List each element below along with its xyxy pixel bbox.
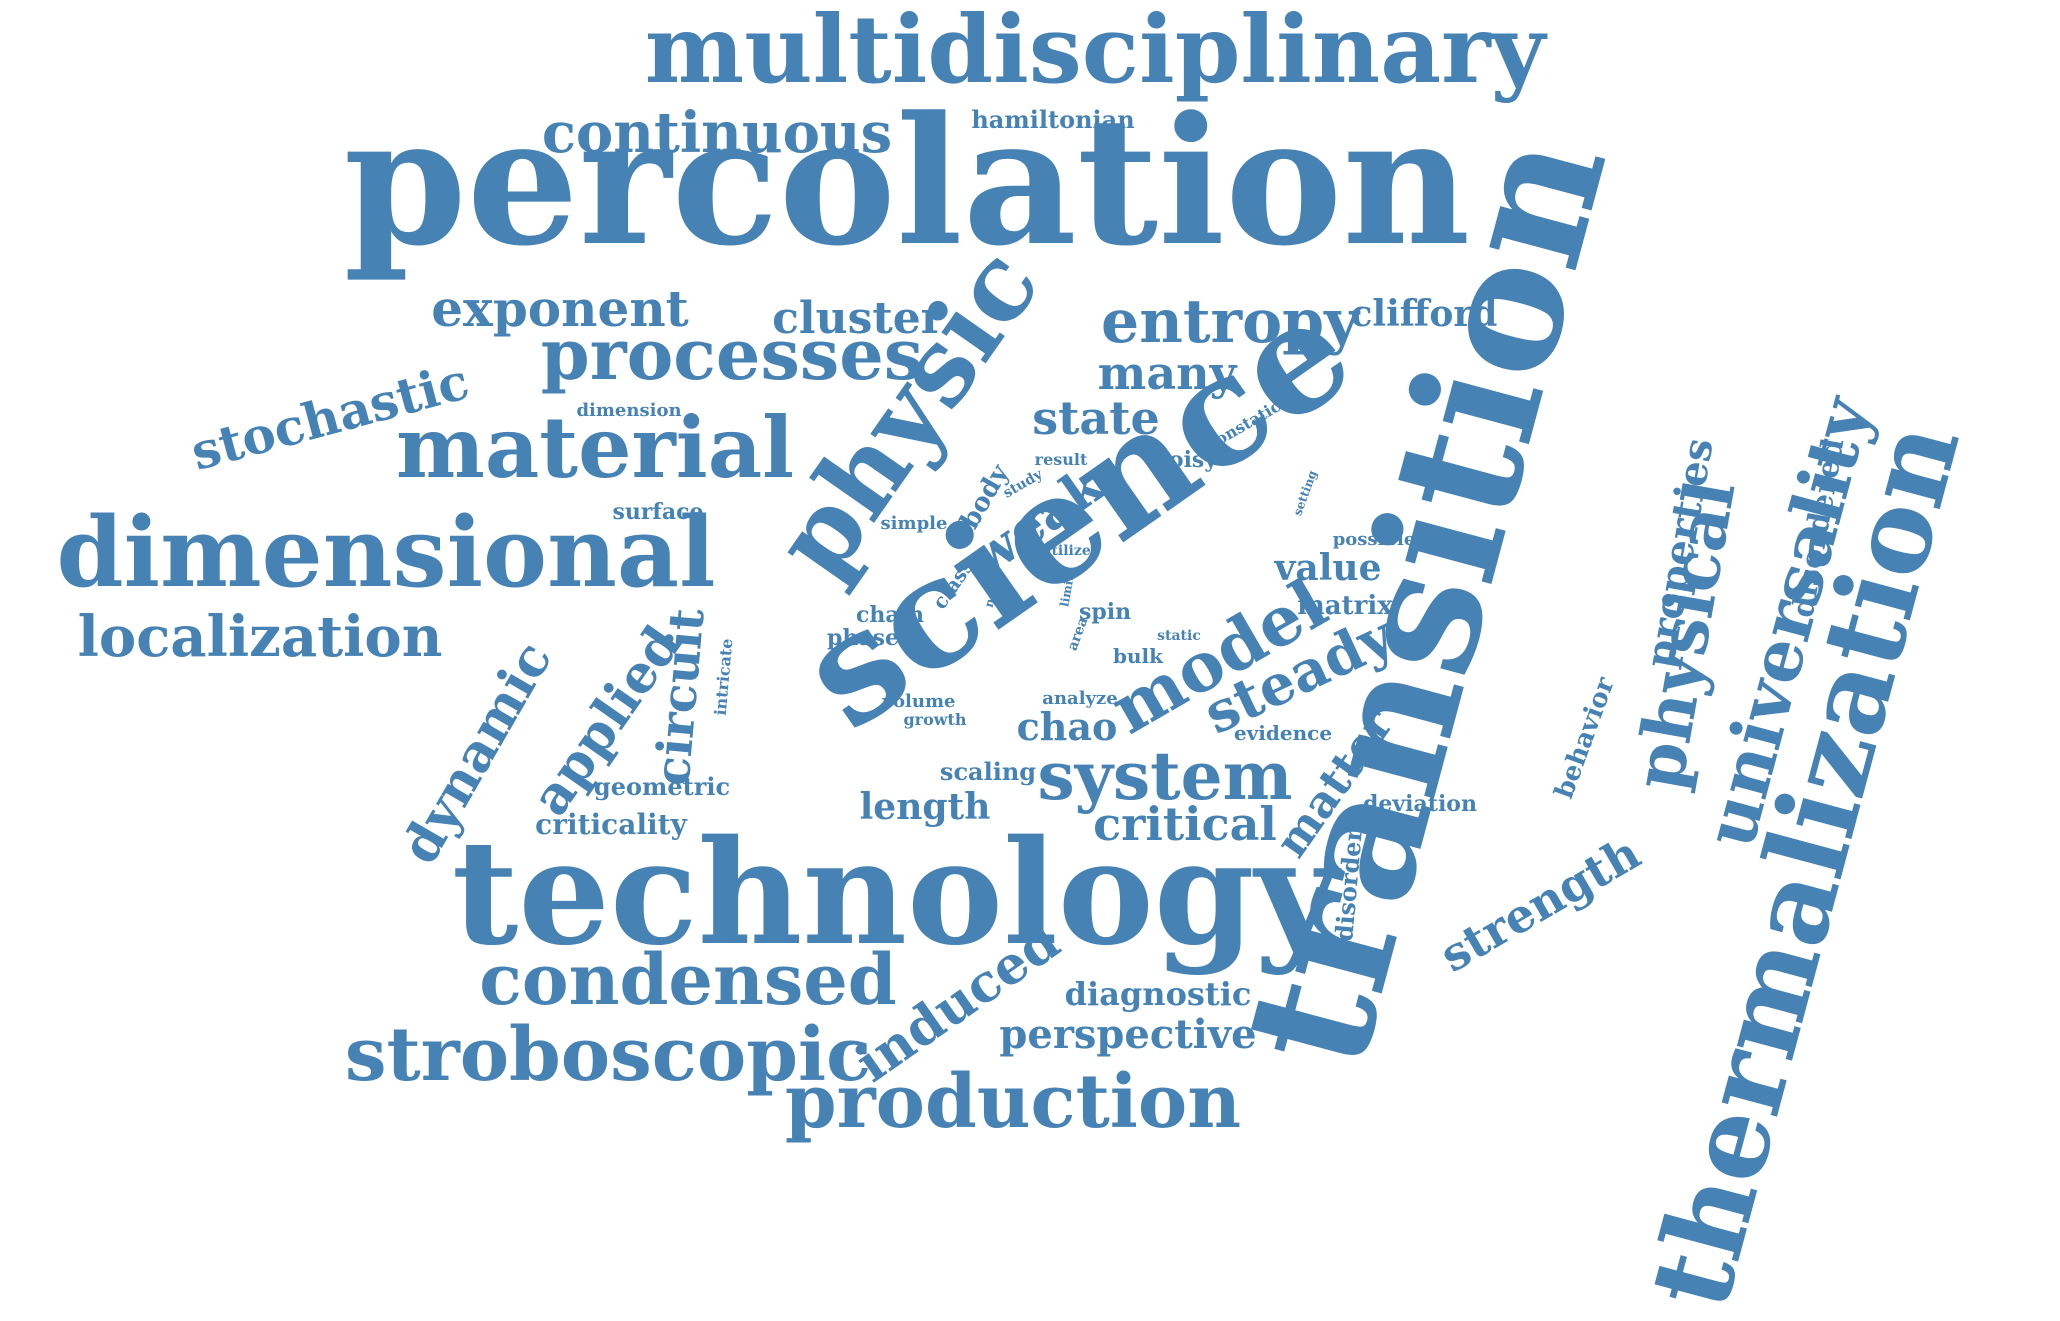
word-many: many xyxy=(1097,346,1237,400)
word-dimensional: dimensional xyxy=(56,496,716,609)
word-technology: technology xyxy=(451,808,1339,977)
word-analyze: analyze xyxy=(1042,688,1118,709)
word-chao: chao xyxy=(1016,704,1118,749)
word-dimension: dimension xyxy=(576,400,682,421)
word-criticality: criticality xyxy=(535,808,687,841)
word-condensed: condensed xyxy=(479,938,897,1021)
word-utilize: utilize xyxy=(1041,543,1091,559)
word-value: value xyxy=(1274,547,1382,589)
word-noisy: noisy xyxy=(1152,447,1218,473)
word-intricate: intricate xyxy=(710,637,737,717)
word-bulk: bulk xyxy=(1113,644,1163,668)
word-diagnostic: diagnostic xyxy=(1064,975,1252,1013)
word-chain: chain xyxy=(856,602,924,628)
word-exponent: exponent xyxy=(431,279,689,338)
word-clifford: clifford xyxy=(1350,293,1498,335)
word-cluster: cluster xyxy=(772,293,944,344)
word-scaling: scaling xyxy=(939,757,1037,786)
word-hamiltonian: hamiltonian xyxy=(971,105,1135,134)
word-surface: surface xyxy=(612,499,704,525)
word-static: static xyxy=(1157,628,1201,644)
word-entropy: entropy xyxy=(1101,287,1359,357)
word-behavior: behavior xyxy=(1549,673,1621,803)
word-matrix: matrix xyxy=(1297,591,1393,621)
word-percolation: percolation xyxy=(343,78,1471,285)
word-volume: volume xyxy=(882,691,956,712)
word-multidisciplinary: multidisciplinary xyxy=(644,0,1546,105)
word-deviation: deviation xyxy=(1363,791,1477,817)
word-strength: strength xyxy=(1430,825,1650,983)
word-critical: critical xyxy=(1093,797,1277,851)
word-growth: growth xyxy=(903,710,967,729)
word-stroboscopic: stroboscopic xyxy=(344,1012,872,1098)
word-system: system xyxy=(1037,737,1293,815)
word-simple: simple xyxy=(880,513,948,534)
word-perspective: perspective xyxy=(999,1011,1257,1058)
word-processes: processes xyxy=(540,313,924,396)
word-geometric: geometric xyxy=(593,772,731,801)
word-material: material xyxy=(395,398,795,497)
word-length: length xyxy=(859,786,991,828)
word-cloud: multidisciplinary percolation continuous ha… xyxy=(56,0,1984,1321)
word-continuous: continuous xyxy=(541,100,893,166)
word-result: result xyxy=(1034,450,1088,469)
word-setting: setting xyxy=(1290,468,1320,518)
word-evidence: evidence xyxy=(1233,721,1333,745)
word-state: state xyxy=(1032,391,1160,445)
word-phase: phase xyxy=(826,625,900,651)
word-production: production xyxy=(784,1059,1242,1145)
word-possible: possible xyxy=(1332,529,1416,550)
word-localization: localization xyxy=(77,604,443,670)
word-spin: spin xyxy=(1078,599,1132,625)
